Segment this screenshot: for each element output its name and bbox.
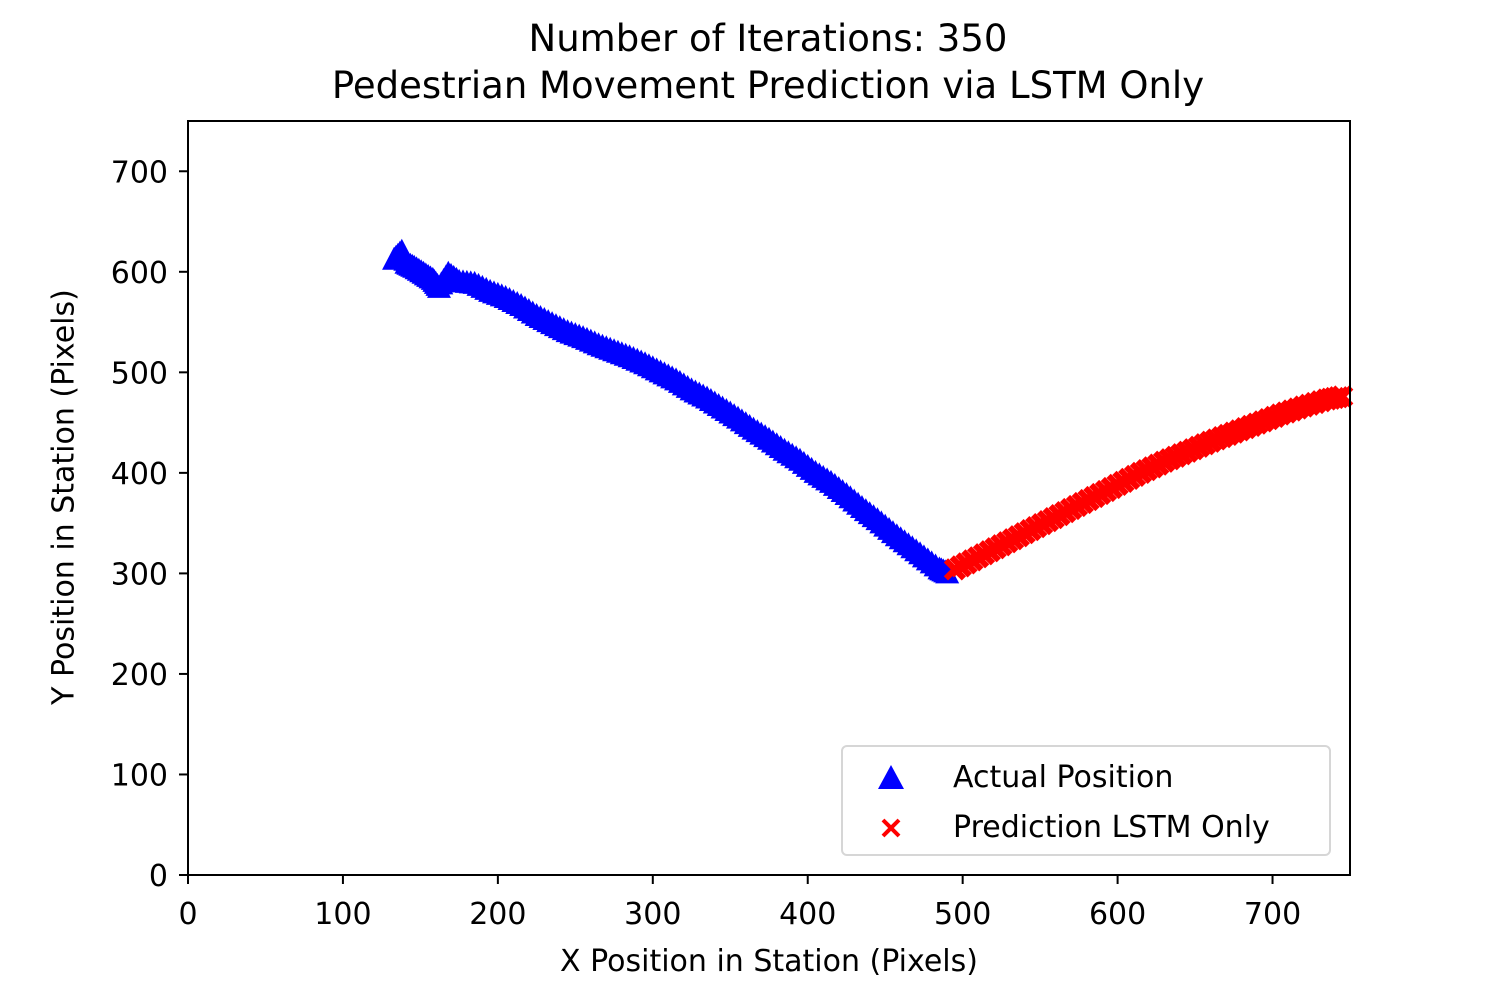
y-axis-label: Y Position in Station (Pixels)	[46, 289, 82, 705]
x-tick-label: 300	[624, 897, 681, 932]
legend-label-prediction: Prediction LSTM Only	[953, 809, 1270, 845]
y-tick-label: 0	[149, 859, 168, 894]
x-tick-label: 400	[779, 897, 836, 932]
x-axis-label: X Position in Station (Pixels)	[560, 944, 978, 979]
prediction-point	[1331, 385, 1354, 408]
y-tick-label: 600	[111, 256, 168, 291]
actual-position-point	[935, 560, 960, 584]
legend-item-prediction: Prediction LSTM Only	[843, 807, 1270, 847]
x-axis-ticks: 0 100 200 300 400 500 600 700	[178, 875, 1301, 932]
triangle-marker-icon	[843, 757, 943, 797]
chart-title-line1: Number of Iterations: 350	[528, 17, 1008, 60]
x-tick-label: 500	[934, 897, 991, 932]
y-tick-label: 300	[111, 557, 168, 592]
x-tick-label: 200	[469, 897, 526, 932]
legend: Actual Position Prediction LSTM Only	[841, 745, 1331, 856]
chart-title-line2: Pedestrian Movement Prediction via LSTM …	[331, 64, 1205, 107]
x-tick-label: 100	[314, 897, 371, 932]
chart-marks	[382, 238, 1354, 584]
plot-frame	[187, 120, 1351, 876]
x-marker-icon	[843, 807, 943, 847]
x-tick-label: 600	[1089, 897, 1146, 932]
y-axis-ticks: 0 100 200 300 400 500 600 700	[111, 155, 188, 894]
x-tick-label: 0	[178, 897, 197, 932]
y-tick-label: 100	[111, 758, 168, 793]
y-tick-label: 400	[111, 457, 168, 492]
y-tick-label: 500	[111, 356, 168, 391]
y-tick-label: 700	[111, 155, 168, 190]
legend-label-actual: Actual Position	[953, 759, 1174, 795]
x-tick-label: 700	[1244, 897, 1301, 932]
y-tick-label: 200	[111, 658, 168, 693]
legend-item-actual: Actual Position	[843, 757, 1173, 797]
